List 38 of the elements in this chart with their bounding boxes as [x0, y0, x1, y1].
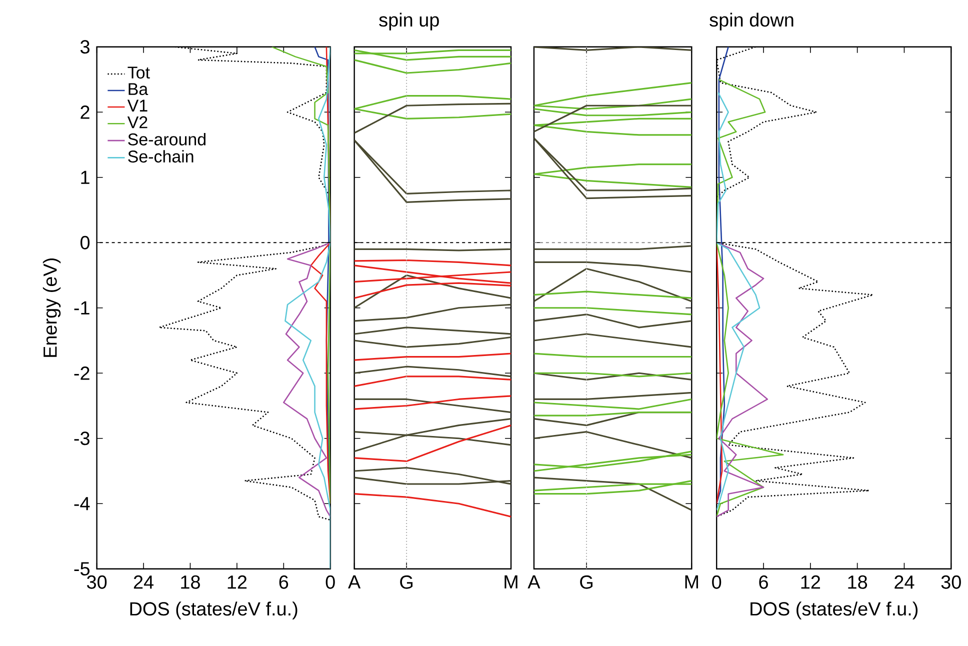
x-tick-label: M: [685, 576, 698, 589]
y-axis-title: Energy (eV): [42, 258, 61, 358]
chart-title: spin down: [710, 12, 794, 31]
x-tick-label: 18: [181, 576, 200, 589]
x-tick-label: 18: [848, 576, 868, 589]
legend-label: Se-around: [128, 133, 206, 146]
x-tick-label: 12: [801, 576, 820, 589]
x-tick-label: 30: [941, 576, 961, 589]
y-tick-label: 1: [81, 171, 90, 184]
legend-label: Se-chain: [128, 150, 194, 163]
x-tick-label: M: [504, 576, 518, 589]
y-tick-label: -3: [74, 432, 90, 446]
x-tick-label: G: [400, 576, 412, 589]
y-tick-label: -1: [74, 302, 90, 315]
x-tick-label: 24: [894, 576, 914, 589]
legend-label: Ba: [128, 83, 148, 96]
y-tick-label: -2: [74, 366, 90, 380]
y-tick-label: 3: [80, 40, 90, 54]
y-tick-label: 2: [80, 106, 90, 119]
legend-label: Tot: [128, 66, 150, 79]
legend-label: V2: [127, 116, 148, 128]
x-axis-title: DOS (states/eV f.u.): [130, 602, 298, 620]
legend-label: V1: [127, 100, 148, 112]
x-tick-label: 0: [326, 576, 335, 589]
x-tick-label: A: [528, 576, 540, 589]
x-tick-label: 12: [228, 576, 247, 589]
x-tick-label: 6: [759, 576, 768, 589]
y-tick-label: -5: [74, 562, 90, 576]
x-tick-label: 0: [712, 576, 722, 589]
x-tick-label: 6: [279, 576, 288, 589]
x-axis-title: DOS (states/eV f.u.): [750, 602, 918, 620]
x-tick-label: G: [580, 576, 592, 589]
x-tick-label: 30: [86, 576, 107, 589]
x-tick-label: 24: [134, 576, 154, 589]
x-tick-label: A: [348, 576, 361, 589]
y-tick-label: -4: [74, 497, 90, 510]
chart-title: spin up: [379, 12, 439, 31]
y-tick-label: 0: [80, 236, 90, 250]
